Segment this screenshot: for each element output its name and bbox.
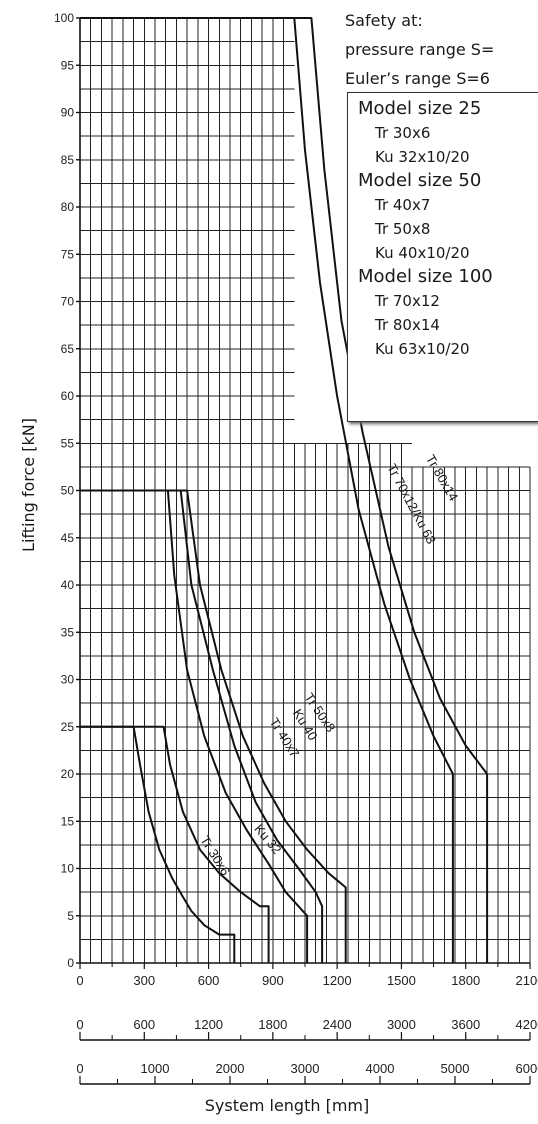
x-tick-label: 2400 xyxy=(323,1017,352,1032)
y-tick-label: 90 xyxy=(61,106,75,120)
model-size-legend: Model size 25 Tr 30x6 Ku 32x10/20 Model … xyxy=(347,92,538,422)
y-tick-label: 25 xyxy=(61,720,75,734)
series-label: Tr 70x12/Ku 63 xyxy=(384,461,439,546)
x-tick-label: 0 xyxy=(76,1061,83,1076)
x-tick-label: 2000 xyxy=(216,1061,245,1076)
x-tick-label: 0 xyxy=(76,973,83,988)
x-tick-label: 1800 xyxy=(258,1017,287,1032)
x-tick-label: 900 xyxy=(262,973,284,988)
series-label: Tr 30x6 xyxy=(197,833,233,878)
y-tick-label: 65 xyxy=(61,342,75,356)
y-tick-label: 60 xyxy=(61,389,75,403)
x-tick-label: 0 xyxy=(76,1017,83,1032)
x-tick-label: 1500 xyxy=(387,973,416,988)
y-tick-label: 95 xyxy=(61,58,75,72)
y-tick-label: 15 xyxy=(61,814,75,828)
x-tick-label: 1000 xyxy=(141,1061,170,1076)
legend-item: Ku 40x10/20 xyxy=(358,241,538,265)
x-tick-label: 3000 xyxy=(387,1017,416,1032)
y-tick-label: 45 xyxy=(61,531,75,545)
legend-item: Ku 32x10/20 xyxy=(358,145,538,169)
x-tick-label: 5000 xyxy=(441,1061,470,1076)
legend-item: Tr 30x6 xyxy=(358,121,538,145)
y-tick-label: 40 xyxy=(61,578,75,592)
legend-group-25: Model size 25 xyxy=(358,97,538,121)
legend-item: Ku 63x10/20 xyxy=(358,337,538,361)
y-axis-title: Lifting force [kN] xyxy=(19,418,38,552)
safety-euler-range: Euler’s range S=6 xyxy=(345,64,490,93)
series-label: Ku 32 xyxy=(251,821,284,857)
y-tick-label: 55 xyxy=(61,436,75,450)
x-tick-label: 600 xyxy=(198,973,220,988)
x-tick-label: 1200 xyxy=(323,973,352,988)
legend-item: Tr 80x14 xyxy=(358,313,538,337)
legend-item: Tr 70x12 xyxy=(358,289,538,313)
x-tick-label: 3600 xyxy=(451,1017,480,1032)
y-tick-label: 5 xyxy=(67,909,74,923)
legend-group-100: Model size 100 xyxy=(358,265,538,289)
y-tick-label: 70 xyxy=(61,295,75,309)
safety-pressure-range: pressure range S= xyxy=(345,35,494,64)
x-axis-title: System length [mm] xyxy=(205,1096,370,1115)
y-tick-label: 20 xyxy=(61,767,75,781)
x-tick-label: 300 xyxy=(133,973,155,988)
legend-item: Tr 50x8 xyxy=(358,217,538,241)
y-tick-label: 80 xyxy=(61,200,75,214)
y-tick-label: 100 xyxy=(54,11,74,25)
x-tick-label: 6000 xyxy=(516,1061,538,1076)
y-tick-label: 35 xyxy=(61,625,75,639)
y-tick-label: 75 xyxy=(61,247,75,261)
safety-title: Safety at: xyxy=(345,6,423,35)
series-label: Tr 80x14 xyxy=(423,452,461,504)
y-tick-label: 10 xyxy=(61,862,75,876)
y-tick-label: 0 xyxy=(67,956,74,970)
x-tick-label: 1200 xyxy=(194,1017,223,1032)
legend-item: Tr 40x7 xyxy=(358,193,538,217)
y-tick-label: 50 xyxy=(61,484,75,498)
x-tick-label: 600 xyxy=(133,1017,155,1032)
x-tick-label: 1800 xyxy=(451,973,480,988)
x-tick-label: 3000 xyxy=(291,1061,320,1076)
legend-group-50: Model size 50 xyxy=(358,169,538,193)
y-tick-label: 30 xyxy=(61,673,75,687)
y-tick-label: 85 xyxy=(61,153,75,167)
x-tick-label: 4000 xyxy=(366,1061,395,1076)
